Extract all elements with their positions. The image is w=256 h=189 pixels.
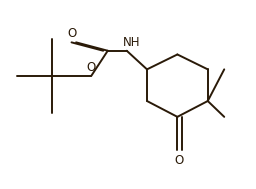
- Text: NH: NH: [123, 36, 141, 49]
- Text: O: O: [87, 61, 96, 74]
- Text: O: O: [175, 154, 184, 167]
- Text: O: O: [68, 27, 77, 40]
